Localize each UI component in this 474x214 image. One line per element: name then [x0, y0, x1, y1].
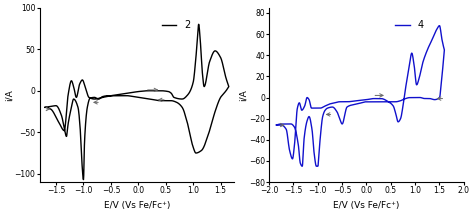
- X-axis label: E/V (Vs Fe/Fc⁺): E/V (Vs Fe/Fc⁺): [333, 201, 400, 210]
- Y-axis label: i/A: i/A: [4, 89, 13, 101]
- Legend: 2: 2: [158, 16, 194, 34]
- Y-axis label: i/A: i/A: [238, 89, 247, 101]
- X-axis label: E/V (Vs Fe/Fc⁺): E/V (Vs Fe/Fc⁺): [104, 201, 170, 210]
- Legend: 4: 4: [391, 16, 428, 34]
